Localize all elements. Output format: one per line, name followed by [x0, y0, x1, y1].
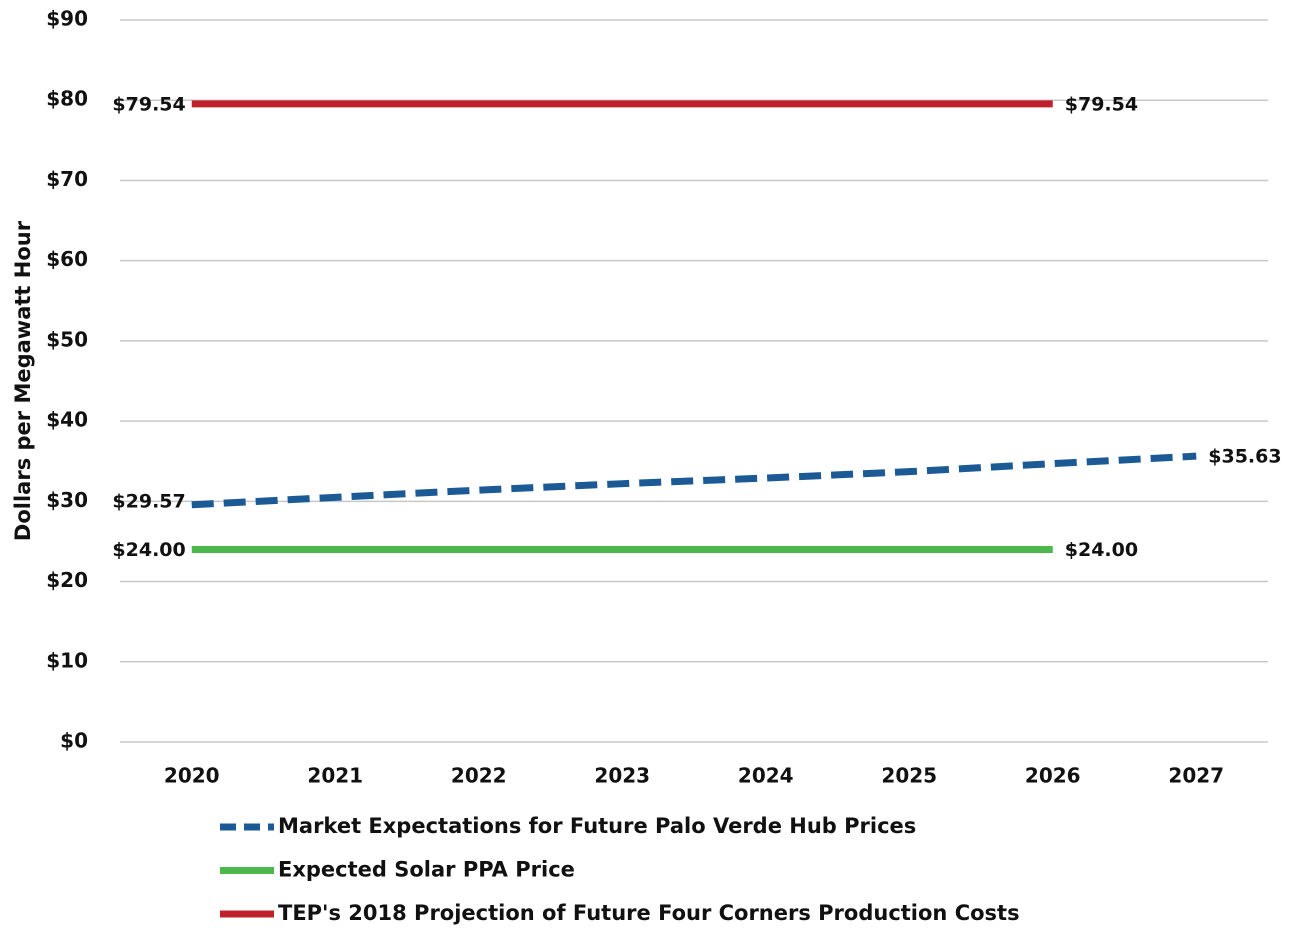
data-label: $29.57 — [112, 490, 185, 512]
y-axis-label: Dollars per Megawatt Hour — [11, 220, 35, 541]
y-tick-label: $30 — [46, 488, 88, 512]
y-tick-label: $50 — [46, 327, 88, 351]
data-label: $35.63 — [1208, 446, 1281, 468]
y-tick-label: $10 — [46, 648, 88, 672]
y-tick-label: $40 — [46, 408, 88, 432]
x-tick-label: 2023 — [594, 764, 650, 788]
data-label: $24.00 — [1065, 539, 1138, 561]
y-tick-label: $90 — [46, 7, 88, 31]
x-tick-label: 2024 — [738, 764, 794, 788]
x-tick-label: 2020 — [164, 764, 220, 788]
legend-label: TEP's 2018 Projection of Future Four Cor… — [278, 901, 1020, 925]
legend-label: Market Expectations for Future Palo Verd… — [278, 814, 916, 838]
series-line — [191, 452, 1197, 509]
x-tick-label: 2026 — [1025, 764, 1081, 788]
data-label: $79.54 — [112, 93, 185, 115]
y-tick-label: $20 — [46, 568, 88, 592]
x-tick-label: 2027 — [1168, 764, 1224, 788]
x-tick-label: 2025 — [881, 764, 937, 788]
y-tick-label: $60 — [46, 247, 88, 271]
x-tick-label: 2022 — [451, 764, 507, 788]
y-tick-label: $0 — [60, 729, 88, 753]
data-label: $24.00 — [112, 539, 185, 561]
legend-label: Expected Solar PPA Price — [278, 858, 575, 882]
x-tick-label: 2021 — [307, 764, 363, 788]
data-label: $79.54 — [1065, 93, 1138, 115]
y-tick-label: $70 — [46, 167, 88, 191]
y-tick-label: $80 — [46, 87, 88, 111]
